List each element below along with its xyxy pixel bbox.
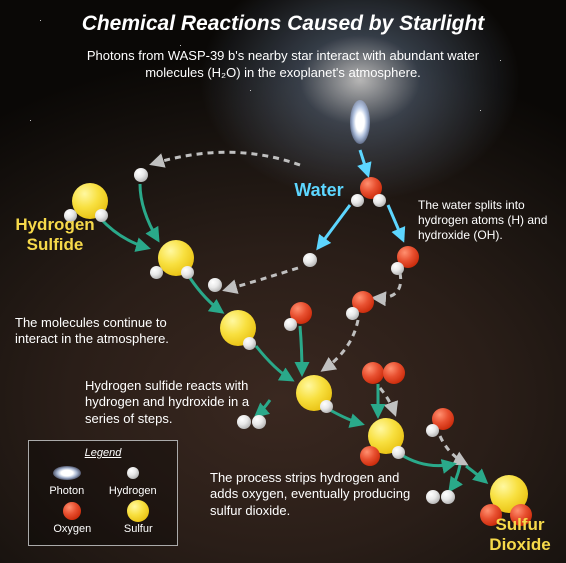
hydrogen-atom xyxy=(243,337,256,350)
legend-item-photon: Photon xyxy=(49,463,84,497)
hydrogen-atom xyxy=(320,400,333,413)
page-subtitle: Photons from WASP-39 b's nearby star int… xyxy=(60,48,506,82)
legend-item-sulfur: Sulfur xyxy=(124,501,153,535)
legend-box: Legend Photon Hydrogen Oxygen Sulfur xyxy=(28,440,178,546)
hydrogen-atom xyxy=(346,307,359,320)
legend-title: Legend xyxy=(37,447,169,459)
oxygen-atom xyxy=(362,362,384,384)
caption-molecules-interact: The molecules continue to interact in th… xyxy=(15,315,205,348)
caption-process-strips: The process strips hydrogen and adds oxy… xyxy=(210,470,420,519)
caption-hs-reacts: Hydrogen sulfide reacts with hydrogen an… xyxy=(85,378,285,427)
legend-label-hydrogen: Hydrogen xyxy=(109,485,157,497)
page-title: Chemical Reactions Caused by Starlight xyxy=(0,12,566,36)
label-hydrogen-sulfide: Hydrogen Sulfide xyxy=(5,215,105,255)
oxygen-atom xyxy=(383,362,405,384)
legend-label-oxygen: Oxygen xyxy=(53,523,91,535)
hydrogen-atom xyxy=(392,446,405,459)
hydrogen-atom xyxy=(134,168,148,182)
hydrogen-atom xyxy=(426,490,440,504)
hydrogen-atom xyxy=(208,278,222,292)
legend-item-oxygen: Oxygen xyxy=(53,501,91,535)
hydrogen-atom xyxy=(303,253,317,267)
caption-water-split: The water splits into hydrogen atoms (H)… xyxy=(418,198,566,243)
hydrogen-atom xyxy=(181,266,194,279)
legend-item-hydrogen: Hydrogen xyxy=(109,463,157,497)
oxygen-atom xyxy=(360,446,380,466)
hydrogen-atom xyxy=(426,424,439,437)
hydrogen-atom xyxy=(284,318,297,331)
label-water: Water xyxy=(284,180,354,201)
legend-label-photon: Photon xyxy=(49,485,84,497)
hydrogen-atom xyxy=(441,490,455,504)
legend-label-sulfur: Sulfur xyxy=(124,523,153,535)
hydrogen-atom xyxy=(373,194,386,207)
hydrogen-atom xyxy=(391,262,404,275)
photon-icon xyxy=(350,100,370,144)
label-sulfur-dioxide: Sulfur Dioxide xyxy=(475,515,565,555)
hydrogen-atom xyxy=(150,266,163,279)
